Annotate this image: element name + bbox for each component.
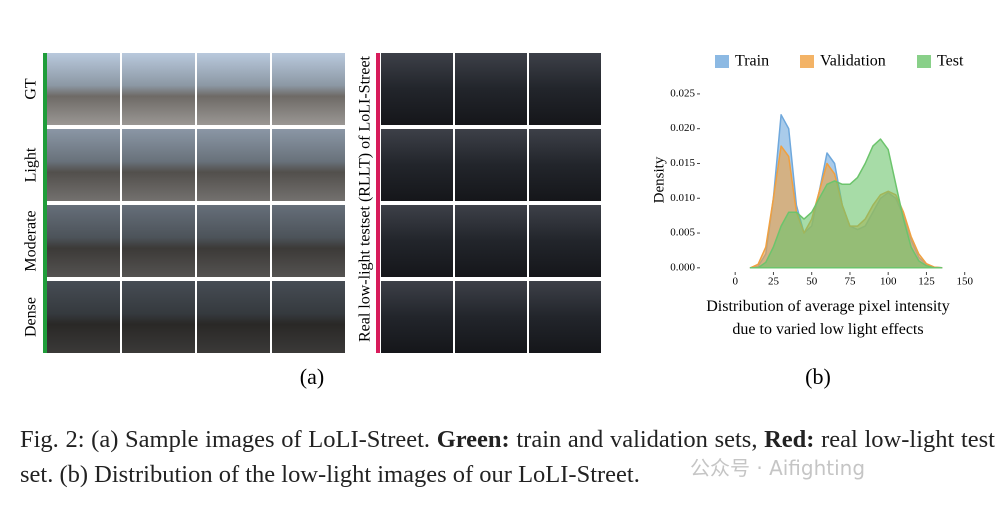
legend-label: Test bbox=[937, 53, 964, 70]
x-tick-label: 125 bbox=[918, 276, 935, 288]
sample-image bbox=[47, 129, 120, 201]
row-label: Dense bbox=[23, 297, 40, 337]
rllt-image bbox=[529, 53, 601, 125]
rllt-image bbox=[529, 129, 601, 201]
caption-text: train and validation sets, bbox=[509, 426, 765, 453]
rllt-image bbox=[455, 53, 527, 125]
image-shade bbox=[197, 205, 270, 277]
rllt-image bbox=[381, 281, 453, 353]
sample-image bbox=[272, 205, 345, 277]
legend-swatch bbox=[917, 55, 931, 68]
rllt-image bbox=[529, 205, 601, 277]
legend-label: Validation bbox=[820, 53, 886, 70]
image-shade bbox=[47, 281, 120, 353]
image-shade bbox=[197, 129, 270, 201]
image-shade bbox=[122, 205, 195, 277]
x-tick-label: 50 bbox=[806, 276, 818, 288]
figure-caption: Fig. 2: (a) Sample images of LoLI-Street… bbox=[20, 422, 995, 492]
caption-text: real low-light test set. (b) Distributio… bbox=[20, 426, 995, 488]
x-axis-label: due to varied low light effects bbox=[732, 321, 923, 338]
rllt-image bbox=[455, 129, 527, 201]
density-area bbox=[749, 138, 943, 269]
rllt-image bbox=[381, 205, 453, 277]
green-bar bbox=[43, 53, 47, 353]
y-tick-label: 0.025 bbox=[670, 87, 695, 99]
watermark: 公众号 · Aifighting bbox=[690, 456, 866, 480]
image-shade bbox=[197, 281, 270, 353]
sample-image bbox=[122, 129, 195, 201]
y-tick-label: 0.010 bbox=[670, 192, 695, 204]
rllt-image bbox=[529, 281, 601, 353]
image-shade bbox=[122, 129, 195, 201]
row-label: Moderate bbox=[23, 210, 40, 271]
image-shade bbox=[272, 205, 345, 277]
image-shade bbox=[47, 205, 120, 277]
legend-label: Train bbox=[735, 53, 769, 70]
y-tick-label: 0.005 bbox=[670, 227, 695, 239]
sample-image bbox=[272, 129, 345, 201]
x-tick-label: 150 bbox=[956, 276, 973, 288]
y-tick-label: 0.015 bbox=[670, 157, 695, 169]
image-shade bbox=[122, 281, 195, 353]
sample-image bbox=[122, 53, 195, 125]
sample-image bbox=[197, 205, 270, 277]
image-shade bbox=[272, 281, 345, 353]
sample-image bbox=[47, 53, 120, 125]
caption-text: Fig. 2: (a) Sample images of LoLI-Street… bbox=[20, 426, 437, 453]
x-tick-label: 75 bbox=[844, 276, 856, 288]
sample-image bbox=[272, 53, 345, 125]
y-tick-label: 0.020 bbox=[670, 122, 695, 134]
legend-swatch bbox=[800, 55, 814, 68]
row-label: GT bbox=[23, 78, 40, 100]
y-axis-label: Density bbox=[651, 156, 667, 203]
rllt-label: Real low-light testset (RLLT) of LoLI-St… bbox=[357, 55, 374, 342]
caption-bold: Green: bbox=[436, 426, 510, 453]
sample-image bbox=[47, 205, 120, 277]
rllt-image bbox=[381, 129, 453, 201]
y-tick-label: 0.000 bbox=[670, 261, 695, 273]
rllt-image bbox=[455, 281, 527, 353]
x-tick-label: 100 bbox=[880, 276, 897, 288]
x-axis-label: Distribution of average pixel intensity bbox=[706, 298, 950, 315]
x-tick-label: 0 bbox=[732, 276, 738, 288]
caption-bold: Red: bbox=[764, 426, 815, 453]
panel-caption: (a) bbox=[300, 364, 324, 389]
figure: Real low-light testset (RLLT) of LoLI-St… bbox=[23, 53, 974, 389]
sample-image bbox=[197, 129, 270, 201]
rllt-image bbox=[455, 205, 527, 277]
sample-image bbox=[122, 205, 195, 277]
legend-swatch bbox=[715, 55, 729, 68]
row-label: Light bbox=[23, 147, 40, 182]
red-bar bbox=[376, 53, 380, 353]
x-tick-label: 25 bbox=[768, 276, 780, 288]
image-shade bbox=[47, 129, 120, 201]
image-shade bbox=[272, 129, 345, 201]
sample-image bbox=[197, 53, 270, 125]
panel-caption: (b) bbox=[805, 364, 831, 389]
rllt-image bbox=[381, 53, 453, 125]
